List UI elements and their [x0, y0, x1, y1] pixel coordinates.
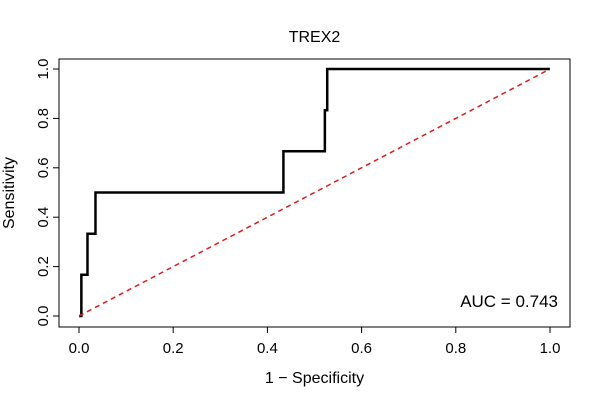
x-tick-label: 0.0 — [69, 340, 90, 357]
chart-title: TREX2 — [289, 29, 341, 46]
x-axis: 0.0 0.2 0.4 0.6 0.8 1.0 — [69, 326, 561, 357]
x-tick-label: 0.6 — [351, 340, 372, 357]
y-tick-label: 0.4 — [35, 207, 52, 228]
y-axis-label: Sensitivity — [1, 157, 18, 229]
y-axis: 0.0 0.2 0.4 0.6 0.8 1.0 — [35, 59, 60, 327]
y-tick-label: 0.0 — [35, 306, 52, 327]
roc-curve — [79, 67, 550, 318]
x-tick-label: 1.0 — [540, 340, 561, 357]
series-layer — [78, 67, 551, 318]
reference-line — [78, 68, 551, 317]
y-tick-label: 0.2 — [35, 256, 52, 277]
y-tick-label: 0.8 — [35, 108, 52, 129]
x-tick-label: 0.2 — [163, 340, 184, 357]
x-tick-label: 0.4 — [257, 340, 278, 357]
y-tick-label: 0.6 — [35, 157, 52, 178]
auc-annotation: AUC = 0.743 — [460, 292, 558, 311]
y-tick-label: 1.0 — [35, 59, 52, 80]
x-tick-label: 0.8 — [445, 340, 466, 357]
x-axis-label: 1 − Specificity — [265, 370, 364, 387]
